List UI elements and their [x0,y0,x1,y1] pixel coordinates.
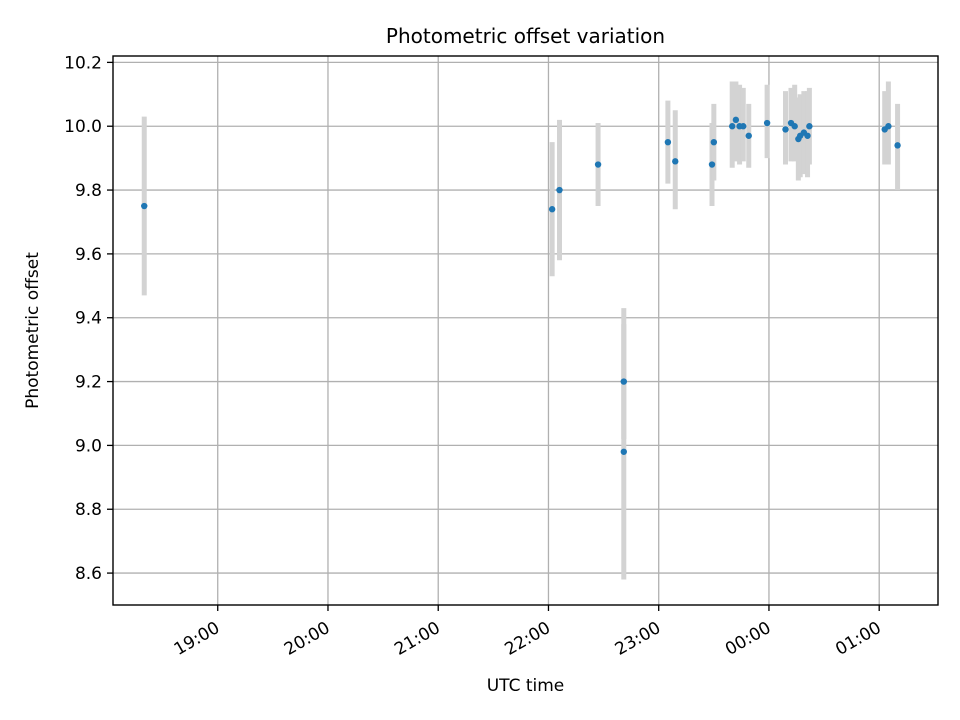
data-point [620,378,628,385]
data-point [708,161,716,168]
data-point [141,202,148,210]
data-point [782,126,789,133]
data-point [710,138,718,146]
y-axis-title: Photometric offset [23,252,43,409]
plot-frame [112,55,939,606]
data-point [556,186,563,194]
data-point [620,448,628,455]
point-layer [141,116,901,455]
data-point [672,158,679,165]
y-tick-label: 9.6 [75,245,102,265]
chart-title: Photometric offset variation [386,24,665,48]
data-point [740,123,747,130]
data-point [732,116,740,124]
x-axis-title: UTC time [487,676,565,696]
data-point [548,206,556,213]
data-point [664,138,672,146]
data-point [804,132,811,139]
y-tick-label: 8.6 [75,564,102,584]
data-point [806,123,813,130]
y-tick-label: 9.0 [75,436,102,456]
data-point [763,119,771,127]
data-point [729,123,736,130]
y-tick-label: 10.0 [64,117,102,137]
y-tick-label: 9.2 [75,373,102,393]
data-point [885,123,892,130]
data-point [745,132,752,139]
data-point [594,161,602,168]
data-point [791,123,798,130]
data-point [894,142,901,149]
y-tick-label: 9.8 [75,181,102,201]
y-tick-label: 9.4 [75,309,102,329]
y-tick-label: 10.2 [64,53,102,73]
tick-layer: 19:00 20:00 21:00 22:00 23:00 00:00 01:008.68.… [64,53,885,659]
y-tick-label: 8.8 [75,500,102,520]
